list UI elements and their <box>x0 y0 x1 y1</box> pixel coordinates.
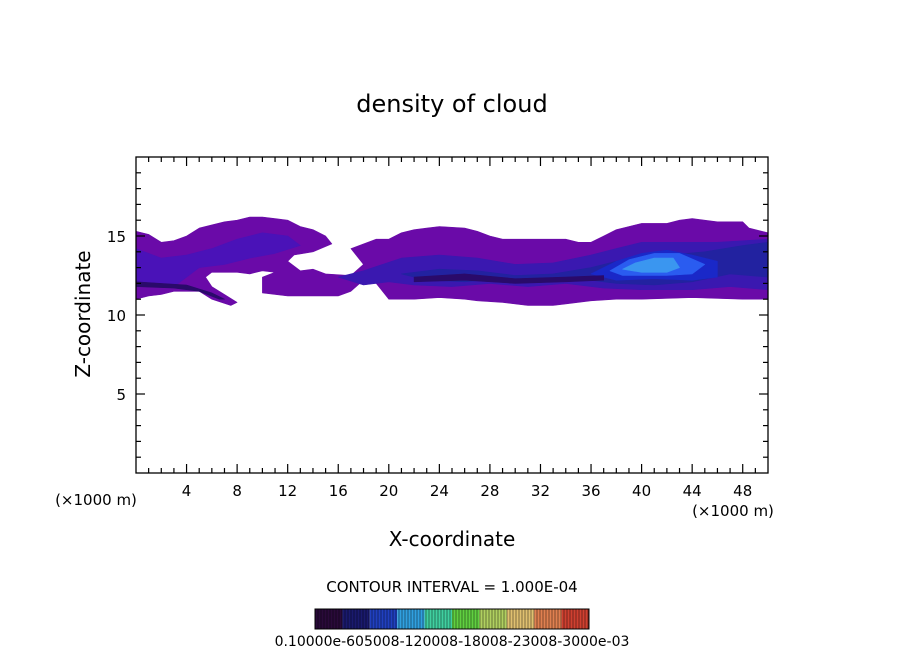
x-tick-label: 16 <box>329 482 348 500</box>
x-tick-label: 12 <box>278 482 297 500</box>
contour-interval-label: CONTOUR INTERVAL = 1.000E-04 <box>326 578 577 596</box>
x-tick-label: 8 <box>232 482 242 500</box>
colorbar-segment <box>479 609 507 629</box>
x-tick-labels: 4 8 12 16 20 24 28 32 36 40 44 48 <box>182 482 752 500</box>
cloud-contour-level-8 <box>413 273 605 284</box>
chart-title: density of cloud <box>356 90 547 118</box>
x-tick-label: 20 <box>379 482 398 500</box>
plot-background <box>136 157 768 473</box>
x-tick-label: 48 <box>733 482 752 500</box>
x-tick-label: 44 <box>683 482 702 500</box>
y-tick-labels: 5 10 15 <box>107 228 126 404</box>
x-tick-label: 36 <box>581 482 600 500</box>
cloud-contour-level-7 <box>622 257 680 273</box>
colorbar-segment <box>534 609 562 629</box>
x-tick-label: 28 <box>480 482 499 500</box>
x-unit-label: (×1000 m) <box>692 502 774 520</box>
colorbar-segment <box>506 609 535 629</box>
colorbar-labels: 0.10000e-605008-120008-18008-23008-3000e… <box>275 634 630 650</box>
x-tick-label: 24 <box>430 482 449 500</box>
x-tick-label: 40 <box>632 482 651 500</box>
y-tick-label: 10 <box>107 307 126 325</box>
y-axis-label: Z-coordinate <box>71 250 95 377</box>
cloud-contour-level-8 <box>135 281 225 300</box>
y-tick-label: 15 <box>107 228 126 246</box>
y-tick-label: 5 <box>116 386 126 404</box>
axis-ticks <box>136 157 768 473</box>
colorbar-segment <box>315 609 343 629</box>
colorbar-frame <box>314 608 590 630</box>
x-axis-label: X-coordinate <box>389 527 516 551</box>
plot-area <box>135 156 769 474</box>
x-tick-label: 4 <box>182 482 192 500</box>
cloud-contours <box>135 216 769 306</box>
x-tick-label: 32 <box>531 482 550 500</box>
y-unit-label: (×1000 m) <box>55 491 137 509</box>
colorbar <box>314 608 590 630</box>
